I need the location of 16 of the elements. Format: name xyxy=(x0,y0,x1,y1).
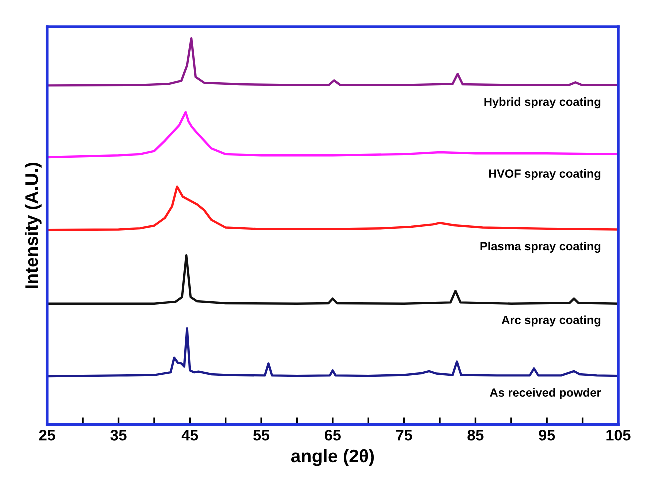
series-label: HVOF spray coating xyxy=(489,169,601,180)
series-label: Hybrid spray coating xyxy=(484,98,601,109)
x-tick-label: 25 xyxy=(39,430,56,441)
x-tick-label: 35 xyxy=(110,430,127,441)
x-tick-label: 75 xyxy=(396,430,412,441)
x-tick-label: 65 xyxy=(325,430,342,441)
y-axis-title: Intensity (A.U.) xyxy=(24,163,42,288)
x-tick-label: 85 xyxy=(468,430,484,441)
series-label: Arc spray coating xyxy=(502,316,601,327)
series-label: Plasma spray coating xyxy=(480,242,601,254)
x-tick-label: 105 xyxy=(606,430,631,441)
x-tick-label: 45 xyxy=(182,430,198,441)
x-axis-title: angle (2θ) xyxy=(291,449,374,466)
series-label: As received powder xyxy=(490,388,602,400)
x-tick-label: 55 xyxy=(254,430,270,441)
x-tick-label: 95 xyxy=(539,430,556,441)
